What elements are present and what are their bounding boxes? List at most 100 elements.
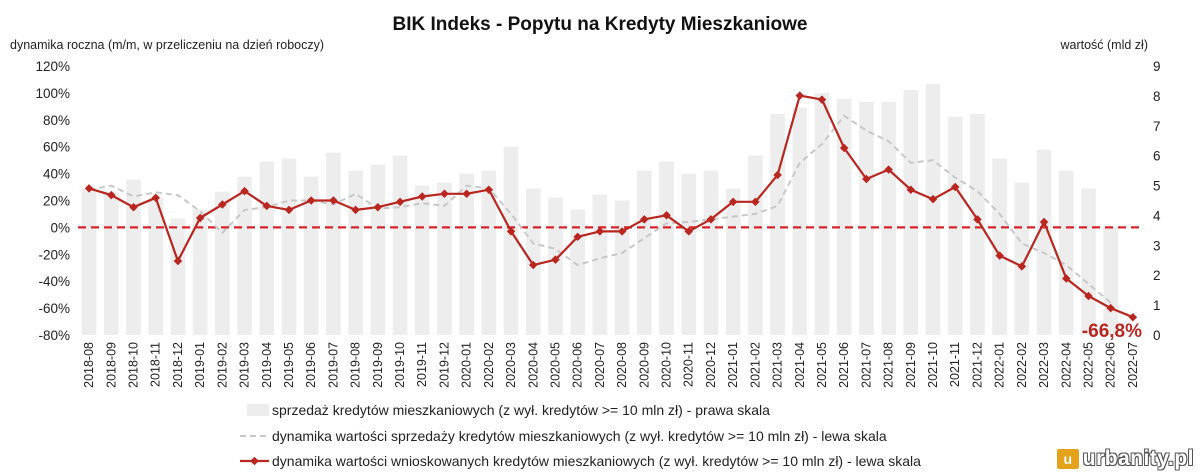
marker-2021-04 [795,91,805,100]
marker-2020-04 [529,260,538,270]
left-tick-label: 120% [35,59,70,74]
x-tick-label: 2020-08 [615,342,629,388]
bar-2021-01 [725,188,741,335]
marker-2019-09 [373,202,383,212]
left-tick-label: 40% [43,167,70,182]
x-tick-label: 2020-06 [571,342,585,388]
watermark: u urbanity.pl [1056,447,1194,471]
x-tick-label: 2021-12 [970,342,984,388]
x-tick-label: 2021-11 [948,342,962,387]
final-value-label: -66,8% [1082,321,1142,342]
marker-2019-11 [417,192,427,201]
bar-2020-12 [703,170,719,335]
bar-2022-05 [1081,188,1096,335]
x-tick-label: 2020-02 [482,342,496,388]
bar-2019-12 [437,182,452,335]
bar-2019-02 [215,191,230,335]
left-tick-label: 80% [43,113,70,128]
x-tick-label: 2019-06 [304,342,318,388]
marker-2022-02 [1017,262,1027,271]
marker-2022-06 [1106,303,1115,313]
left-tick-label: 20% [43,194,70,209]
bar-2022-02 [1014,182,1030,335]
right-tick-label: 4 [1153,208,1161,223]
bar-2019-03 [237,176,252,335]
bar-2021-12 [970,113,985,335]
x-tick-label: 2019-10 [393,342,407,388]
marker-2019-06 [306,196,316,205]
x-tick-label: 2022-06 [1104,342,1118,388]
bar-2019-08 [348,170,363,335]
marker-2018-09 [107,190,116,200]
red-line-series [88,94,1134,319]
bar-2021-08 [881,101,896,335]
marker-2022-07 [1128,313,1138,322]
bar-2020-10 [659,161,674,335]
bar-2018-09 [103,191,119,335]
marker-2020-01 [462,189,471,199]
bar-2018-08 [81,188,97,335]
bar-2020-11 [681,173,697,335]
bar-2020-03 [503,146,519,335]
x-tick-label: 2019-11 [415,342,429,387]
x-tick-label: 2019-02 [215,342,229,388]
bar-2019-04 [259,161,275,335]
bar-2020-08 [614,200,630,335]
marker-2020-02 [484,185,494,194]
x-tick-label: 2022-02 [1015,342,1029,388]
marker-2019-01 [195,213,205,223]
bar-series [81,83,1119,336]
left-tick-label: -60% [38,301,70,316]
red-series-line [88,94,1134,319]
x-tick-label: 2022-01 [993,342,1007,388]
bar-2018-11 [148,197,164,335]
x-tick-label: 2019-04 [260,342,274,388]
right-tick-label: 5 [1153,179,1161,194]
bar-2019-07 [326,152,341,335]
marker-2018-11 [151,193,160,203]
x-tick-label: 2020-07 [593,342,607,388]
bar-2020-05 [548,197,563,335]
right-tick-label: 3 [1153,238,1161,253]
left-tick-label: 100% [35,86,70,101]
x-tick-label: 2020-05 [548,342,562,388]
marker-2019-12 [440,189,449,199]
x-ticks: 2018-08 2018-09 2018-10 2018-11 2018-12 2019-… [82,342,1140,388]
bar-2019-06 [303,176,319,335]
bar-2021-03 [770,113,785,335]
legend-label-bars: sprzedaż kredytów mieszkaniowych (z wył.… [272,402,770,418]
dashed-series [88,114,1112,304]
right-tick-label: 6 [1153,149,1161,164]
x-tick-label: 2018-10 [127,342,141,388]
watermark-text: urbanity.pl [1082,447,1194,470]
right-tick-label: 7 [1153,119,1161,134]
legend-swatch-bars [247,404,269,416]
right-tick-label: 1 [1153,298,1161,313]
bar-2021-05 [814,92,830,336]
x-tick-label: 2021-09 [904,342,918,388]
x-tick-label: 2020-10 [660,342,674,388]
bar-2020-01 [459,173,474,335]
left-tick-label: -80% [38,328,70,343]
marker-2019-05 [284,205,294,215]
x-tick-label: 2020-09 [637,342,651,388]
x-tick-label: 2019-03 [238,342,252,388]
bar-2020-02 [481,170,497,335]
x-tick-label: 2020-01 [460,342,474,388]
legend: sprzedaż kredytów mieszkaniowych (z wył.… [240,402,921,469]
x-tick-label: 2021-02 [748,342,762,388]
left-tick-label: 0% [50,220,70,235]
u-logo-icon: u [1056,449,1079,469]
chart-title: BIK Indeks - Popytu na Kredyty Mieszkani… [393,14,808,35]
bar-2020-09 [636,170,652,335]
bar-2021-07 [859,101,874,335]
bar-2021-11 [947,116,963,335]
bar-2022-04 [1058,170,1074,335]
bar-2021-04 [792,107,808,335]
x-tick-label: 2021-06 [837,342,851,388]
x-tick-label: 2019-01 [193,342,207,388]
marker-2019-03 [240,186,249,196]
dashed-series-line [88,114,1112,304]
x-tick-label: 2021-10 [926,342,940,388]
